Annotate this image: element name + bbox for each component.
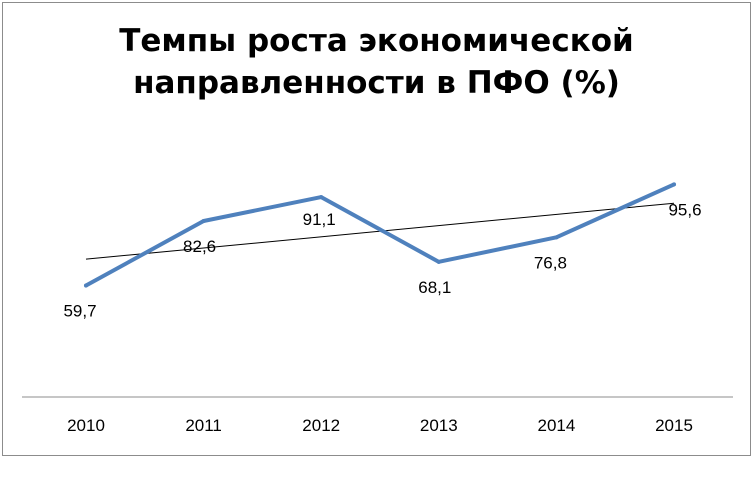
- data-point: [672, 182, 676, 187]
- data-point: [436, 259, 441, 264]
- data-label: 91,1: [303, 210, 336, 229]
- chart-title: Темпы роста экономической направленности…: [0, 20, 753, 104]
- series-line: [84, 182, 676, 288]
- data-point: [84, 283, 88, 288]
- data-point: [201, 219, 206, 224]
- data-label: 76,8: [534, 253, 567, 272]
- data-label: 82,6: [183, 237, 216, 256]
- data-point: [319, 195, 324, 200]
- x-tick-label: 2012: [302, 416, 340, 435]
- data-label: 95,6: [668, 200, 701, 219]
- x-tick-label: 2011: [185, 416, 222, 435]
- data-label: 59,7: [63, 302, 96, 321]
- x-tick-label: 2010: [67, 416, 105, 435]
- x-tick-label: 2015: [655, 416, 693, 435]
- chart-title-line-1: Темпы роста экономической: [119, 23, 634, 59]
- x-tick-label: 2013: [420, 416, 458, 435]
- chart-title-line-2: направленности в ПФО (%): [133, 65, 620, 101]
- data-point: [554, 235, 559, 240]
- data-label: 68,1: [418, 278, 451, 297]
- x-tick-label: 2014: [537, 416, 575, 435]
